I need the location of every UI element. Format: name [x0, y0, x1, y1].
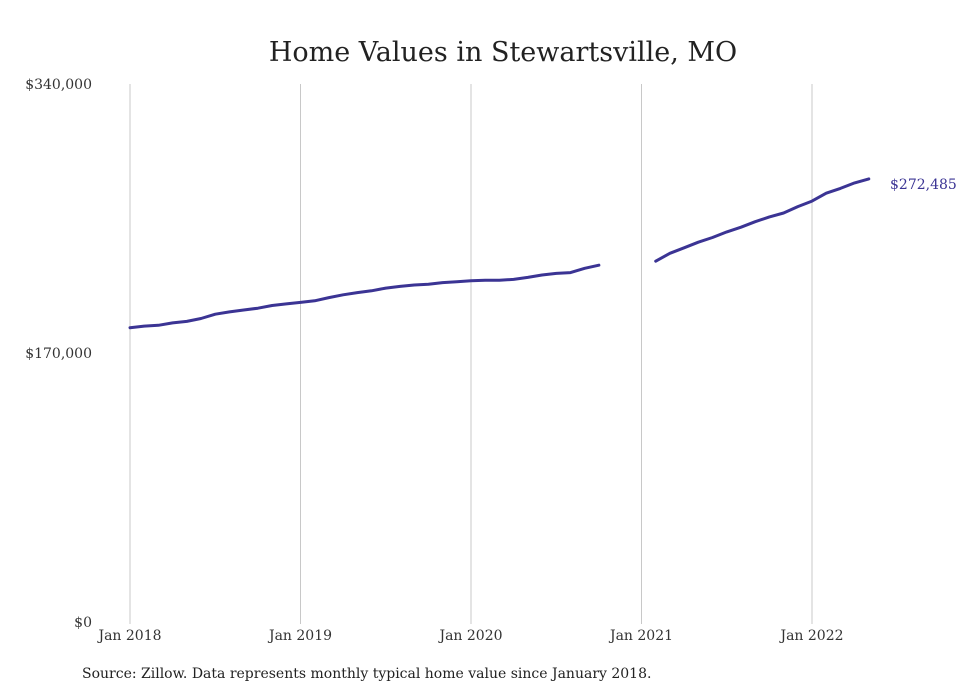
x-tick-label: Jan 2019 — [267, 628, 332, 644]
series-line — [654, 177, 871, 263]
grid-lines — [129, 84, 813, 624]
series-lines — [128, 177, 871, 330]
end-value-label: $272,485 — [890, 177, 957, 193]
x-tick-label: Jan 2022 — [778, 628, 843, 644]
series-line — [128, 263, 601, 330]
y-tick-label: $170,000 — [25, 346, 92, 362]
y-tick-label: $0 — [74, 615, 92, 631]
source-note: Source: Zillow. Data represents monthly … — [82, 666, 652, 682]
x-tick-label: Jan 2020 — [437, 628, 502, 644]
y-tick-label: $340,000 — [25, 77, 92, 93]
x-axis-ticks: Jan 2018 Jan 2019 Jan 2020 Jan 2021 Jan 2022 — [96, 628, 843, 644]
x-tick-label: Jan 2021 — [608, 628, 673, 644]
x-tick-label: Jan 2018 — [96, 628, 161, 644]
y-axis-ticks: $0 $170,000 $340,000 — [25, 77, 92, 631]
chart-title: Home Values in Stewartsville, MO — [269, 37, 737, 68]
